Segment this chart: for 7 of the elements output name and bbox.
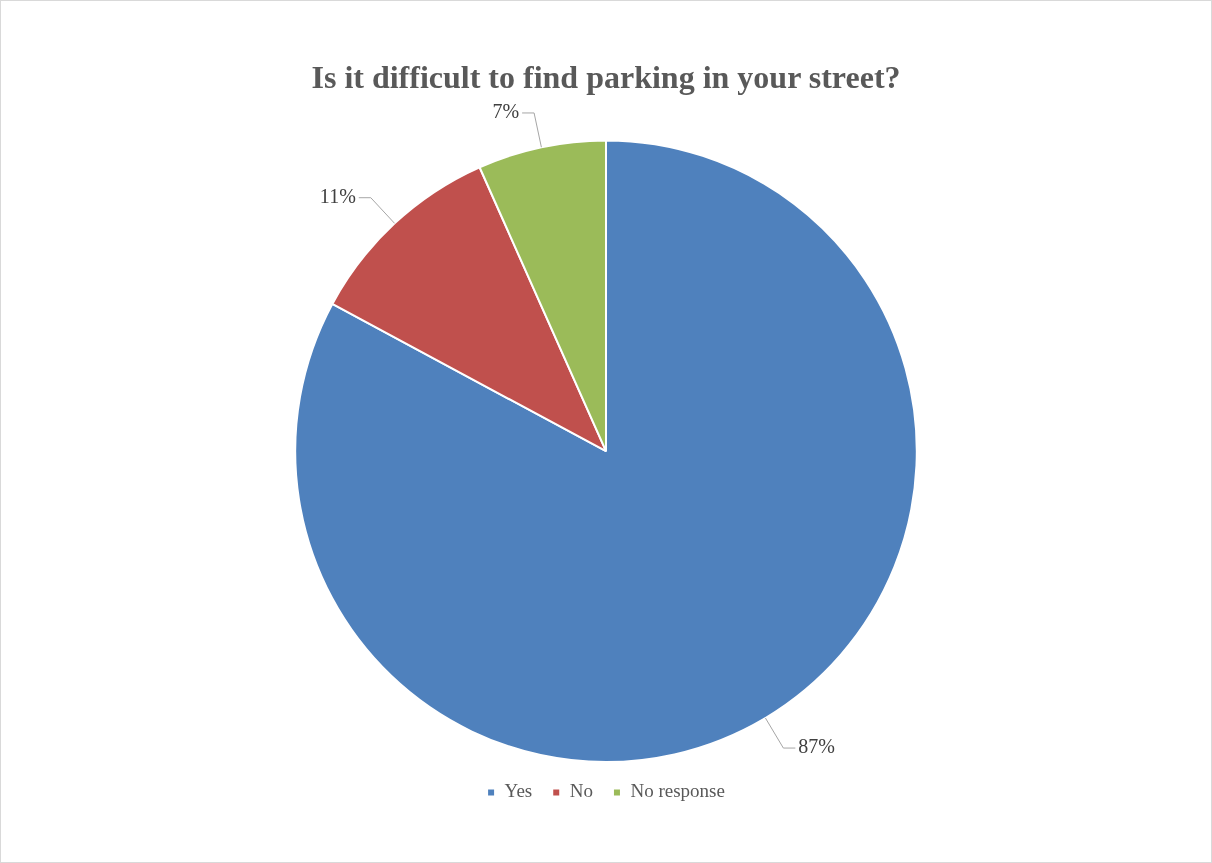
data-label: 7%: [492, 100, 520, 123]
data-label: 11%: [319, 184, 356, 207]
data-label: 87%: [798, 735, 836, 758]
chart-title: Is it difficult to find parking in your street?: [311, 59, 901, 96]
legend-label: No response: [630, 780, 725, 802]
legend-label: No: [569, 780, 593, 802]
legend-label: Yes: [504, 780, 533, 802]
